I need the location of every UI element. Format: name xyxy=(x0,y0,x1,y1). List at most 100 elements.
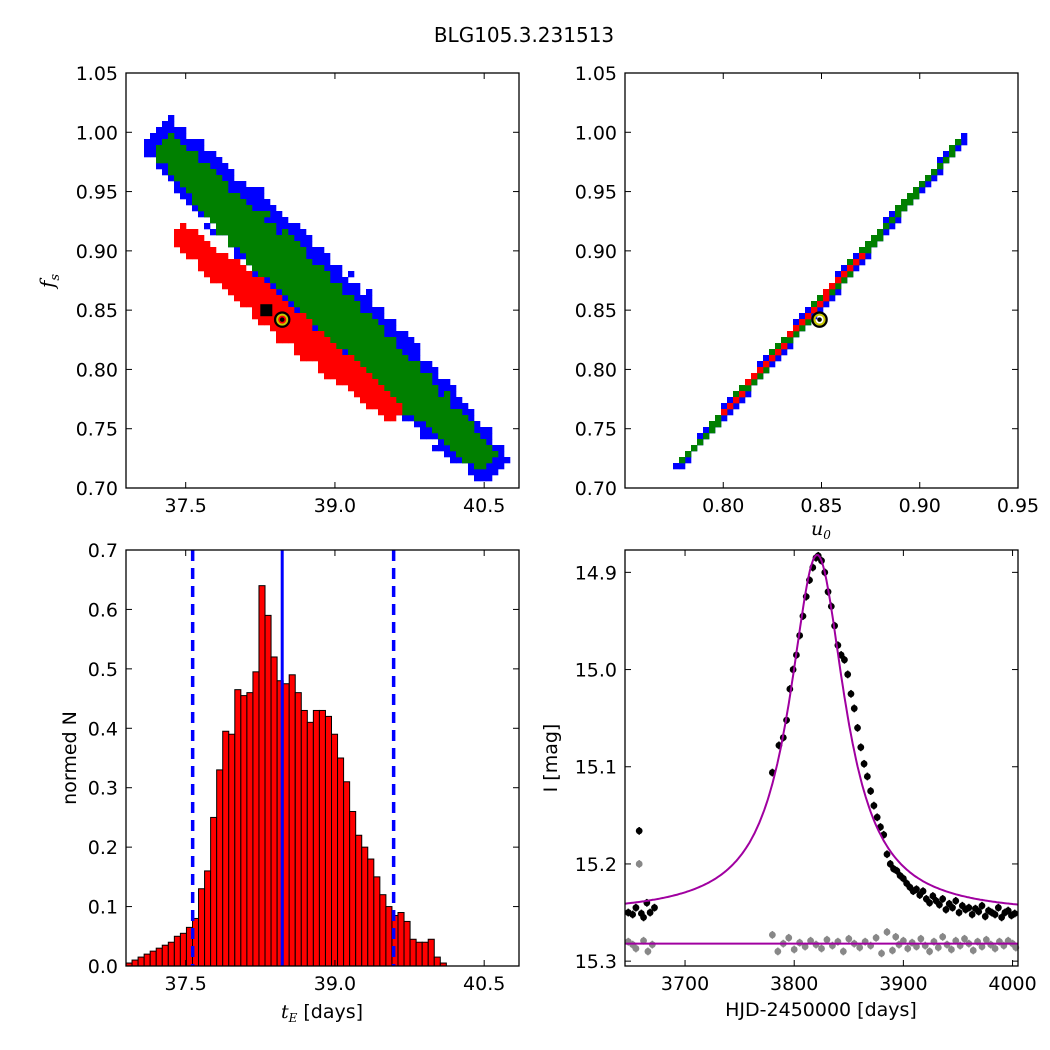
sigma2-cell xyxy=(228,241,235,248)
sigma2-cell xyxy=(324,277,331,284)
sigma3-cell xyxy=(492,457,499,464)
sigma2-cell xyxy=(336,313,343,320)
sigma3-cell xyxy=(438,379,445,386)
sigma1-cell xyxy=(228,289,235,296)
sigma1-cell xyxy=(300,343,307,350)
sigma2-cell xyxy=(408,397,415,404)
sigma3-cell xyxy=(372,307,379,314)
sigma3-cell xyxy=(420,427,427,434)
sigma3-cell xyxy=(300,229,307,236)
sigma1-cell xyxy=(378,385,385,392)
sigma2-cell xyxy=(276,253,283,260)
sigma3-cell xyxy=(679,463,686,470)
sigma2-cell xyxy=(324,325,331,332)
sigma2-cell xyxy=(931,169,938,176)
sigma1-cell xyxy=(222,259,229,266)
sigma2-cell xyxy=(336,337,343,344)
sigma2-cell xyxy=(390,385,397,392)
sigma1-cell xyxy=(210,253,217,260)
sigma2-cell xyxy=(763,367,770,374)
sigma2-cell xyxy=(354,349,361,356)
histogram-bar xyxy=(312,709,320,967)
median-and-percentile-lines xyxy=(190,550,396,966)
sigma1-cell xyxy=(234,277,241,284)
sigma3-cell xyxy=(210,229,217,236)
sigma2-cell xyxy=(234,223,241,230)
sigma2-cell xyxy=(216,205,223,212)
sigma1-cell xyxy=(198,235,205,242)
sigma3-cell xyxy=(348,289,355,296)
sigma1-cell xyxy=(360,367,367,374)
residual-point xyxy=(856,944,864,951)
sigma1-cell xyxy=(240,271,247,278)
sigma1-cell xyxy=(360,379,367,386)
data-point xyxy=(893,867,901,875)
sigma1-cell xyxy=(300,355,307,362)
sigma3-cell xyxy=(408,337,415,344)
sigma1-cell xyxy=(354,367,361,374)
sigma3-cell xyxy=(234,187,241,194)
sigma2-cell xyxy=(360,313,367,320)
sigma3-cell xyxy=(462,403,469,410)
sigma2-cell xyxy=(378,373,385,380)
sigma2-cell xyxy=(354,319,361,326)
sigma2-cell xyxy=(480,457,487,464)
sigma2-cell xyxy=(378,325,385,332)
sigma3-cell xyxy=(150,139,157,146)
histogram-bar xyxy=(210,816,218,967)
sigma1-cell xyxy=(324,361,331,368)
sigma3-cell xyxy=(883,217,890,224)
sigma2-cell xyxy=(288,277,295,284)
sigma3-cell xyxy=(252,193,259,200)
sigma1-cell xyxy=(366,391,373,398)
sigma2-cell xyxy=(306,277,313,284)
sigma3-cell xyxy=(961,133,968,140)
sigma2-cell xyxy=(486,451,493,458)
residual-point xyxy=(899,937,907,945)
data-point xyxy=(975,908,983,915)
sigma3-cell xyxy=(450,403,457,410)
sigma1-cell xyxy=(847,265,854,272)
sigma1-cell xyxy=(192,253,199,260)
sigma3-cell xyxy=(174,127,181,134)
histogram-bar xyxy=(240,695,248,967)
sigma2-cell xyxy=(300,283,307,290)
sigma2-cell xyxy=(384,373,391,380)
sigma1-cell xyxy=(372,379,379,386)
sigma1-cell xyxy=(318,367,325,374)
sigma3-cell xyxy=(306,235,313,242)
sigma2-cell xyxy=(324,331,331,338)
sigma2-cell xyxy=(210,193,217,200)
sigma1-cell xyxy=(276,337,283,344)
sigma1-cell xyxy=(312,331,319,338)
sigma1-cell xyxy=(294,313,301,320)
histogram-bar xyxy=(415,941,423,967)
sigma2-cell xyxy=(378,379,385,386)
sigma3-cell xyxy=(318,253,325,260)
sigma2-cell xyxy=(210,211,217,218)
sigma2-cell xyxy=(246,259,253,266)
sigma2-cell xyxy=(318,283,325,290)
sigma3-cell xyxy=(853,265,860,272)
sigma3-cell xyxy=(378,313,385,320)
sigma3-cell xyxy=(402,415,409,422)
sigma2-cell xyxy=(264,247,271,254)
sigma3-cell xyxy=(258,193,265,200)
sigma3-cell xyxy=(144,151,151,158)
sigma2-cell xyxy=(336,343,343,350)
sigma2-cell xyxy=(348,313,355,320)
panel-fs-vs-tE: 37.5 39.0 40.5 0.70 0.75 0.80 0.85 0.90 0.95 1.00… xyxy=(35,63,520,517)
sigma2-cell xyxy=(294,265,301,272)
sigma3-cell xyxy=(498,457,505,464)
histogram-bar xyxy=(246,692,254,967)
sigma1-cell xyxy=(180,235,187,242)
sigma3-cell xyxy=(360,301,367,308)
sigma2-cell xyxy=(462,451,469,458)
sigma2-cell xyxy=(348,343,355,350)
sigma3-cell xyxy=(276,217,283,224)
sigma2-cell xyxy=(468,421,475,428)
sigma1-cell xyxy=(348,385,355,392)
y-tick-label: 0.80 xyxy=(76,359,118,381)
sigma1-cell xyxy=(276,307,283,314)
sigma1-cell xyxy=(240,295,247,302)
